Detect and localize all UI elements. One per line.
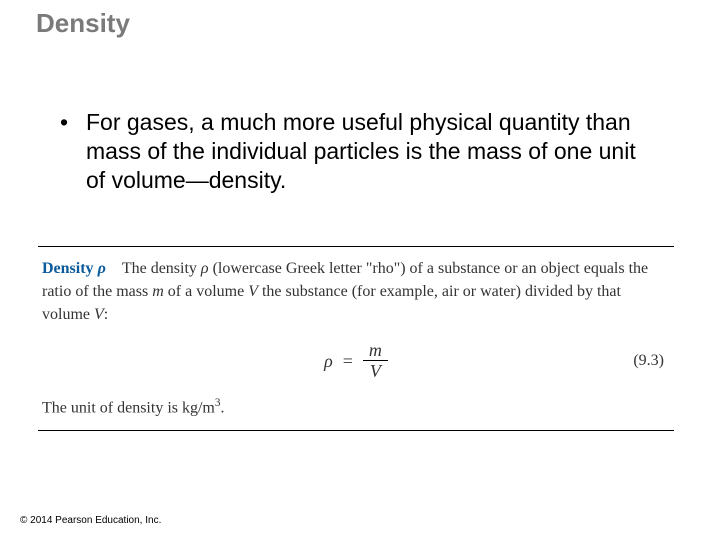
v-inline-2: V bbox=[94, 306, 104, 323]
slide-title: Density bbox=[36, 8, 130, 39]
eq-denominator: V bbox=[364, 362, 387, 381]
v-inline: V bbox=[248, 283, 258, 300]
eq-fraction: m V bbox=[363, 341, 388, 382]
m-inline: m bbox=[152, 283, 164, 300]
eq-numerator: m bbox=[363, 341, 388, 360]
equation-row: ρ = m V (9.3) bbox=[42, 341, 670, 382]
copyright: © 2014 Pearson Education, Inc. bbox=[20, 515, 161, 526]
bullet-item: • For gases, a much more useful physical… bbox=[60, 108, 660, 194]
definition-body-mid2: of a volume bbox=[164, 283, 248, 300]
eq-equals: = bbox=[343, 348, 353, 374]
equation: ρ = m V bbox=[324, 341, 388, 382]
definition-text: Density ρ The density ρ (lowercase Greek… bbox=[42, 257, 670, 327]
definition-box: Density ρ The density ρ (lowercase Greek… bbox=[38, 246, 674, 431]
definition-body-pre: The density bbox=[122, 260, 201, 277]
definition-symbol: ρ bbox=[98, 260, 106, 277]
unit-line: The unit of density is kg/m3. bbox=[42, 395, 670, 420]
unit-post: . bbox=[220, 400, 224, 417]
definition-body-end: : bbox=[104, 306, 108, 323]
unit-pre: The unit of density is kg/m bbox=[42, 400, 215, 417]
rho-inline: ρ bbox=[201, 260, 209, 277]
eq-lhs: ρ bbox=[324, 348, 333, 374]
bullet-text: For gases, a much more useful physical q… bbox=[86, 108, 660, 194]
bullet-marker: • bbox=[60, 108, 86, 194]
equation-number: (9.3) bbox=[633, 349, 664, 372]
definition-label: Density bbox=[42, 260, 94, 277]
